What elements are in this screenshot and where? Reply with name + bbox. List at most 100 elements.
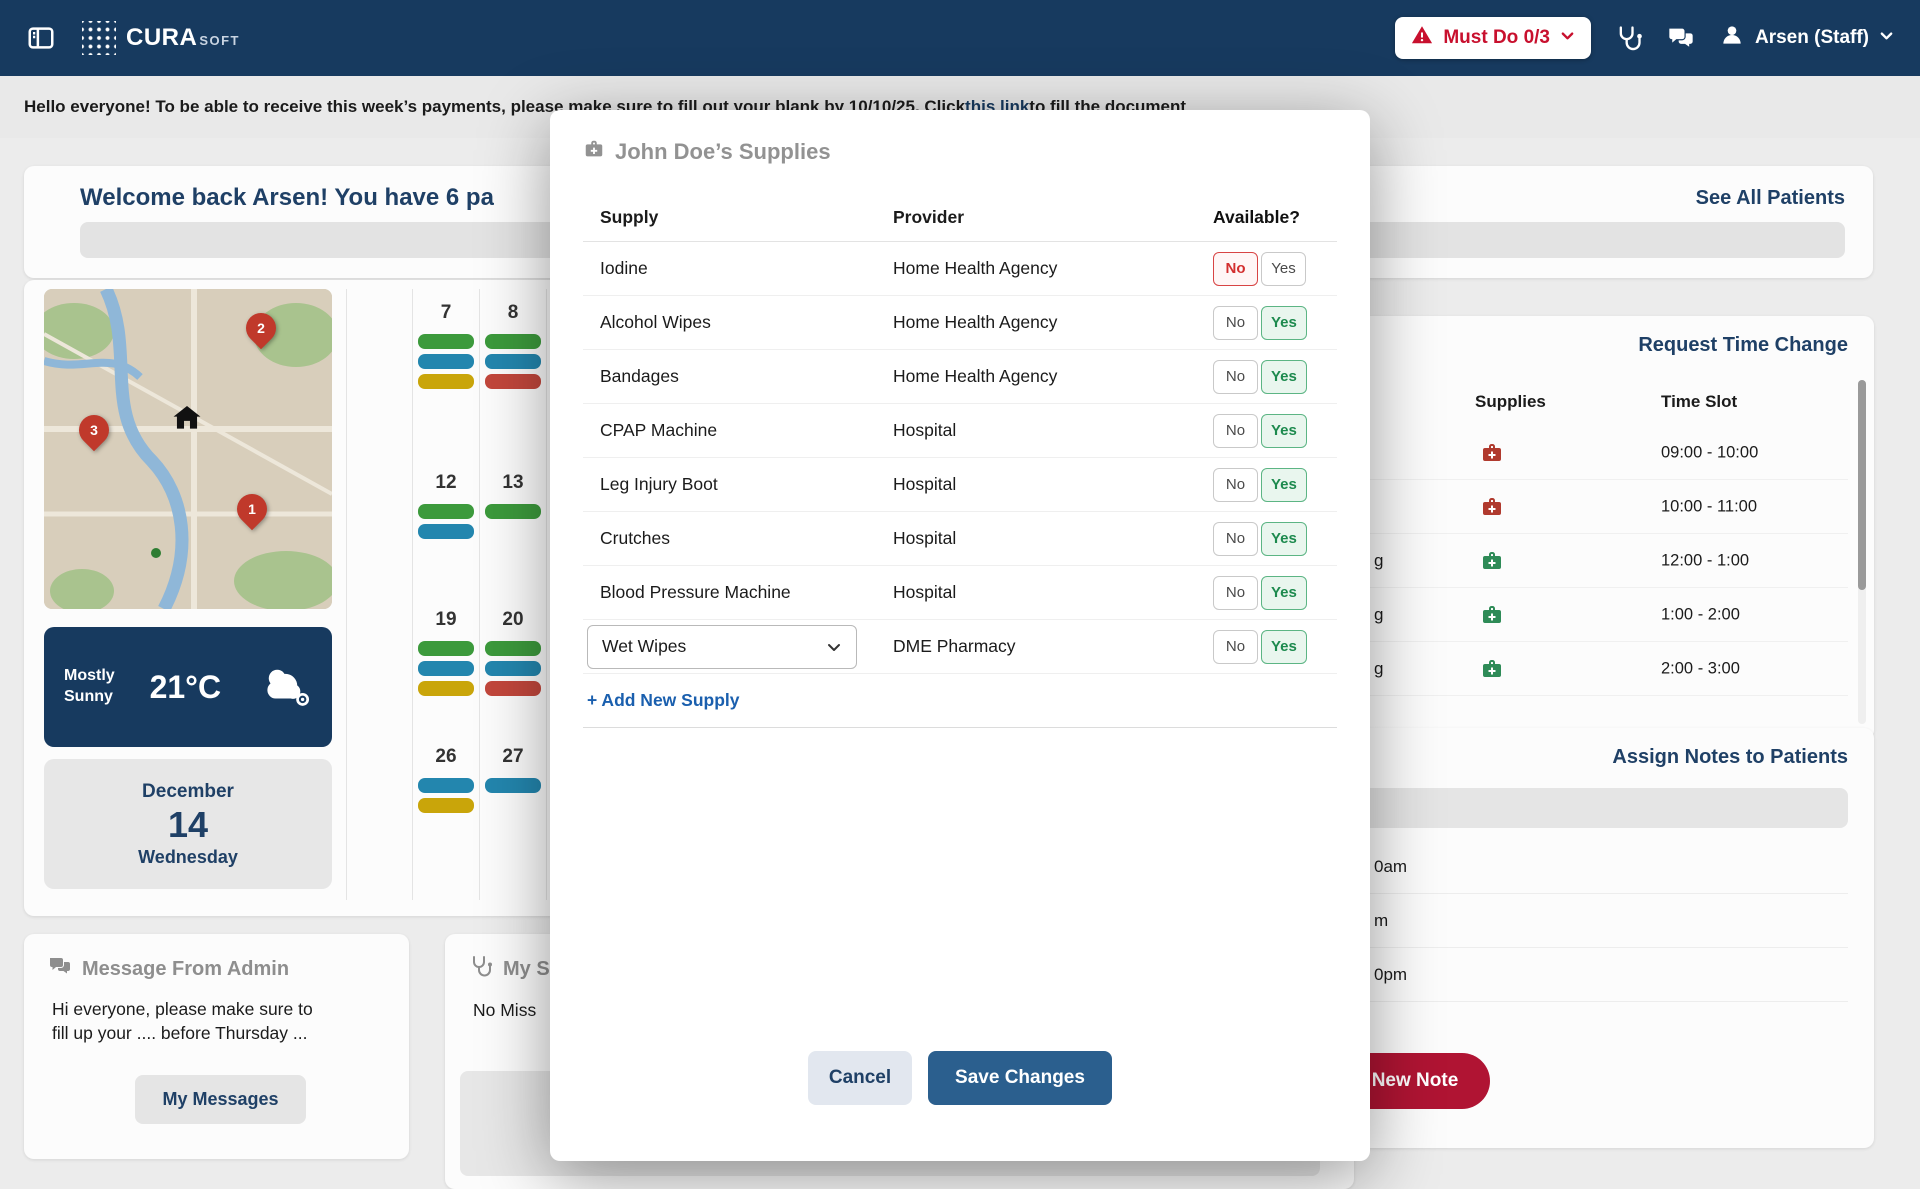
admin-message-line2: fill up your .... before Thursday ... <box>52 1022 308 1043</box>
map-pin-1[interactable]: 1 <box>230 487 274 531</box>
calendar-event-pill <box>485 374 541 389</box>
supply-provider: Home Health Agency <box>893 258 1058 278</box>
calendar-event-pill <box>418 354 474 369</box>
see-all-patients-link[interactable]: See All Patients <box>1695 186 1845 209</box>
brand-logo[interactable]: CURA SOFT <box>82 21 240 55</box>
medical-bag-icon[interactable] <box>1480 495 1504 519</box>
note-time-fragment: m <box>1374 910 1389 930</box>
availability-yes-button[interactable]: Yes <box>1261 629 1307 664</box>
date-month: December <box>142 780 234 802</box>
supplies-column-header: Supplies <box>1475 392 1546 411</box>
scrollbar-track[interactable] <box>1858 380 1866 724</box>
brand-dots-icon <box>82 21 116 55</box>
calendar-event-pill <box>418 504 474 519</box>
calendar-event-pill <box>418 661 474 676</box>
availability-yes-button[interactable]: Yes <box>1261 305 1307 340</box>
availability-no-button[interactable]: No <box>1213 251 1258 286</box>
map-location-dot <box>151 548 161 558</box>
medical-bag-icon[interactable] <box>1480 657 1504 681</box>
weather-condition-line1: Mostly <box>64 667 115 685</box>
calendar-day-cell[interactable]: 19 <box>413 609 479 701</box>
calendar-day-cell[interactable]: 7 <box>413 302 479 394</box>
note-row[interactable]: m <box>1116 894 1848 948</box>
medical-bag-icon[interactable] <box>1480 603 1504 627</box>
map-pin-3[interactable]: 3 <box>72 408 116 452</box>
admin-message-line1: Hi everyone, please make sure to <box>52 999 313 1019</box>
user-menu[interactable]: Arsen (Staff) <box>1719 22 1894 54</box>
brand-suffix: SOFT <box>199 33 240 48</box>
supply-row: Leg Injury Boot Hospital No Yes <box>583 458 1337 512</box>
message-bubble-icon <box>48 954 72 984</box>
scrollbar-thumb[interactable] <box>1858 380 1866 590</box>
supply-name: CPAP Machine <box>600 420 718 440</box>
availability-no-button[interactable]: No <box>1213 629 1258 664</box>
calendar-day-cell[interactable]: 27 <box>480 746 546 798</box>
stethoscope-icon[interactable] <box>1615 24 1643 52</box>
weather-card: Mostly Sunny 21°C <box>44 627 332 747</box>
availability-yes-button[interactable]: Yes <box>1261 359 1307 394</box>
time-change-row[interactable]: g 1:00 - 2:00 <box>1116 588 1848 642</box>
time-slot: 10:00 - 11:00 <box>1661 497 1758 515</box>
availability-yes-button[interactable]: Yes <box>1261 521 1307 556</box>
time-slot: 2:00 - 3:00 <box>1661 659 1740 677</box>
supply-select[interactable]: Wet Wipes <box>587 624 857 669</box>
availability-no-button[interactable]: No <box>1213 467 1258 502</box>
calendar-date: 13 <box>502 472 524 493</box>
supply-name: Bandages <box>600 366 679 386</box>
calendar-event-pill <box>418 798 474 813</box>
availability-no-button[interactable]: No <box>1213 359 1258 394</box>
user-icon <box>1719 22 1745 54</box>
patient-name-fragment: g <box>1374 550 1384 570</box>
availability-yes-button[interactable]: Yes <box>1261 575 1307 610</box>
medical-bag-icon[interactable] <box>1480 441 1504 465</box>
calendar-day-cell[interactable]: 13 <box>480 472 546 524</box>
calendar-event-pill <box>485 641 541 656</box>
medical-bag-icon[interactable] <box>1480 549 1504 573</box>
save-changes-button[interactable]: Save Changes <box>928 1051 1112 1105</box>
availability-no-button[interactable]: No <box>1213 413 1258 448</box>
time-change-row[interactable]: 09:00 - 10:00 <box>1116 426 1848 480</box>
stethoscope-icon <box>469 954 493 984</box>
patient-name-fragment: g <box>1374 604 1384 624</box>
availability-yes-button[interactable]: Yes <box>1261 251 1306 286</box>
availability-yes-button[interactable]: Yes <box>1261 413 1307 448</box>
note-row[interactable]: 0pm <box>1116 948 1848 1002</box>
add-new-supply-link[interactable]: + Add New Supply <box>583 674 1337 728</box>
availability-no-button[interactable]: No <box>1213 575 1258 610</box>
patients-map[interactable]: 1 2 3 <box>44 289 332 609</box>
calendar-day-cell[interactable]: 26 <box>413 746 479 818</box>
sidebar-toggle-icon[interactable] <box>26 23 56 53</box>
note-row[interactable]: 0am <box>1116 840 1848 894</box>
supply-row: Wet Wipes DME Pharmacy No Yes <box>583 620 1337 674</box>
calendar-day-cell[interactable]: 8 <box>480 302 546 394</box>
must-do-button[interactable]: Must Do 0/3 <box>1395 17 1591 59</box>
supply-column-header: Supply <box>600 207 659 227</box>
map-pin-2[interactable]: 2 <box>239 306 283 350</box>
calendar-event-pill <box>485 354 541 369</box>
time-change-row[interactable]: 10:00 - 11:00 <box>1116 480 1848 534</box>
availability-yes-button[interactable]: Yes <box>1261 467 1307 502</box>
welcome-heading: Welcome back Arsen! You have 6 pa <box>80 184 494 211</box>
my-messages-button[interactable]: My Messages <box>135 1075 306 1124</box>
assign-notes-title: Assign Notes to Patients <box>1612 746 1848 768</box>
home-icon <box>170 401 204 435</box>
provider-column-header: Provider <box>893 207 964 227</box>
calendar-day-cell[interactable]: 12 <box>413 472 479 544</box>
availability-no-button[interactable]: No <box>1213 305 1258 340</box>
supply-name: Blood Pressure Machine <box>600 582 791 602</box>
note-time-fragment: 0pm <box>1374 964 1408 984</box>
available-column-header: Available? <box>1213 207 1300 227</box>
calendar-date: 20 <box>502 609 524 630</box>
supply-row: Alcohol Wipes Home Health Agency No Yes <box>583 296 1337 350</box>
supplies-card-title: My Su <box>503 957 562 980</box>
time-change-row[interactable]: g 2:00 - 3:00 <box>1116 642 1848 696</box>
date-card: December 14 Wednesday <box>44 759 332 889</box>
cancel-button[interactable]: Cancel <box>808 1051 912 1105</box>
supply-provider: Home Health Agency <box>893 366 1058 386</box>
availability-no-button[interactable]: No <box>1213 521 1258 556</box>
calendar-day-cell[interactable]: 20 <box>480 609 546 701</box>
time-change-row[interactable]: g 12:00 - 1:00 <box>1116 534 1848 588</box>
messages-icon[interactable] <box>1667 24 1695 52</box>
supply-row: Crutches Hospital No Yes <box>583 512 1337 566</box>
calendar-event-pill <box>418 681 474 696</box>
